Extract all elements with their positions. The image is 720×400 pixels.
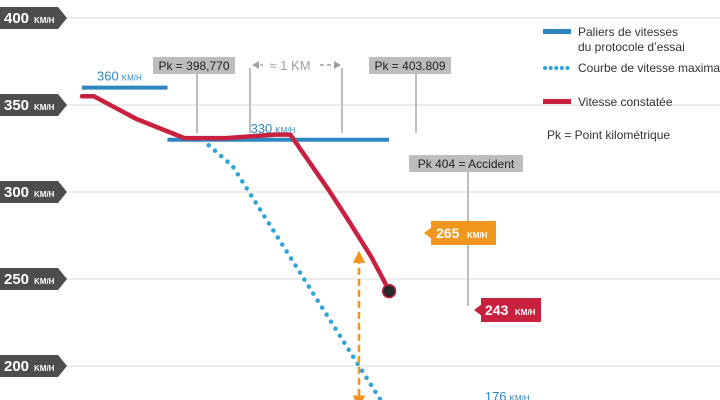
speed-step-unit-176: KM/H: [510, 394, 530, 400]
max-speed-curve-line: [200, 137, 384, 400]
speed-step-label-360: 360: [97, 69, 119, 84]
y-tick-unit-400: KM/H: [34, 16, 55, 25]
y-tick-250: 250 KM/H: [0, 268, 67, 290]
distance-arrowhead-right: [334, 61, 341, 69]
pk-tag-398-box: [153, 57, 235, 74]
y-tick-label-200: 200: [4, 358, 29, 375]
y-tick-label-300: 300: [4, 184, 29, 201]
speed-step-label-176: 176: [485, 389, 507, 400]
accident-badge-value: 243: [485, 302, 509, 318]
accident-point: [381, 283, 397, 299]
y-tick-label-250: 250: [4, 271, 29, 288]
speed-step-unit-360: KM/H: [122, 74, 142, 83]
y-tick-box-300: [0, 181, 67, 203]
legend-label-steps-line1: Paliers de vitesses: [578, 25, 678, 39]
y-tick-box-400: [0, 7, 67, 29]
pk-tag-398-label: Pk = 398,770: [158, 59, 229, 73]
speed-step-label-330: 330: [251, 121, 273, 136]
pk-tag-404: Pk 404 = Accident: [409, 155, 523, 172]
legend: Paliers de vitesses du protocole d’essai…: [543, 25, 720, 142]
accident-badge-pointer: [474, 304, 482, 316]
distance-label: ≈ 1 KM: [269, 58, 310, 73]
y-tick-box-200: [0, 355, 67, 377]
y-tick-unit-300: KM/H: [34, 190, 55, 199]
legend-label-steps-line2: du protocole d’essai: [578, 40, 685, 54]
y-tick-200: 200 KM/H: [0, 355, 67, 377]
y-tick-box-350: [0, 94, 67, 116]
pk-tag-404-box: [409, 155, 523, 172]
legend-note: Pk = Point kilométrique: [547, 128, 670, 142]
gap-badge-pointer: [424, 227, 432, 239]
pk-tag-398: Pk = 398,770: [153, 57, 235, 74]
distance-marker: ≈ 1 KM: [252, 58, 341, 73]
y-tick-400: 400 KM/H: [0, 7, 67, 29]
gap-badge-value: 265: [436, 225, 460, 241]
legend-swatch-actual: [543, 99, 571, 104]
legend-label-maxcurve: Courbe de vitesse maximale: [578, 61, 720, 75]
pk-tag-403: Pk = 403.809: [369, 57, 451, 74]
pk-tag-403-label: Pk = 403.809: [374, 59, 445, 73]
speed-step-unit-330: KM/H: [275, 126, 295, 135]
pk-tag-404-label: Pk 404 = Accident: [418, 157, 515, 171]
y-tick-unit-250: KM/H: [34, 277, 55, 286]
y-tick-unit-200: KM/H: [34, 364, 55, 373]
pk-tag-403-box: [369, 57, 451, 74]
y-tick-unit-350: KM/H: [34, 103, 55, 112]
gap-badge: 265 KM/H: [424, 221, 496, 245]
y-tick-label-400: 400: [4, 10, 29, 27]
gap-badge-unit: KM/H: [467, 231, 488, 240]
accident-badge-box: [481, 298, 541, 322]
legend-swatch-steps: [543, 29, 571, 34]
y-axis-ticks: 400 KM/H 350 KM/H 300 KM/H 250 KM/H 200 KM/H: [0, 7, 67, 377]
distance-arrowhead-left: [252, 61, 259, 69]
y-tick-350: 350 KM/H: [0, 94, 67, 116]
legend-label-actual: Vitesse constatée: [578, 95, 673, 109]
pk-leader-lines: [196, 68, 469, 306]
y-tick-label-350: 350: [4, 97, 29, 114]
gap-badge-box: [431, 221, 496, 245]
actual-speed-line: [79, 94, 392, 294]
y-tick-300: 300 KM/H: [0, 181, 67, 203]
accident-badge: 243 KM/H: [474, 298, 541, 322]
accident-badge-unit: KM/H: [515, 308, 536, 317]
y-tick-box-250: [0, 268, 67, 290]
